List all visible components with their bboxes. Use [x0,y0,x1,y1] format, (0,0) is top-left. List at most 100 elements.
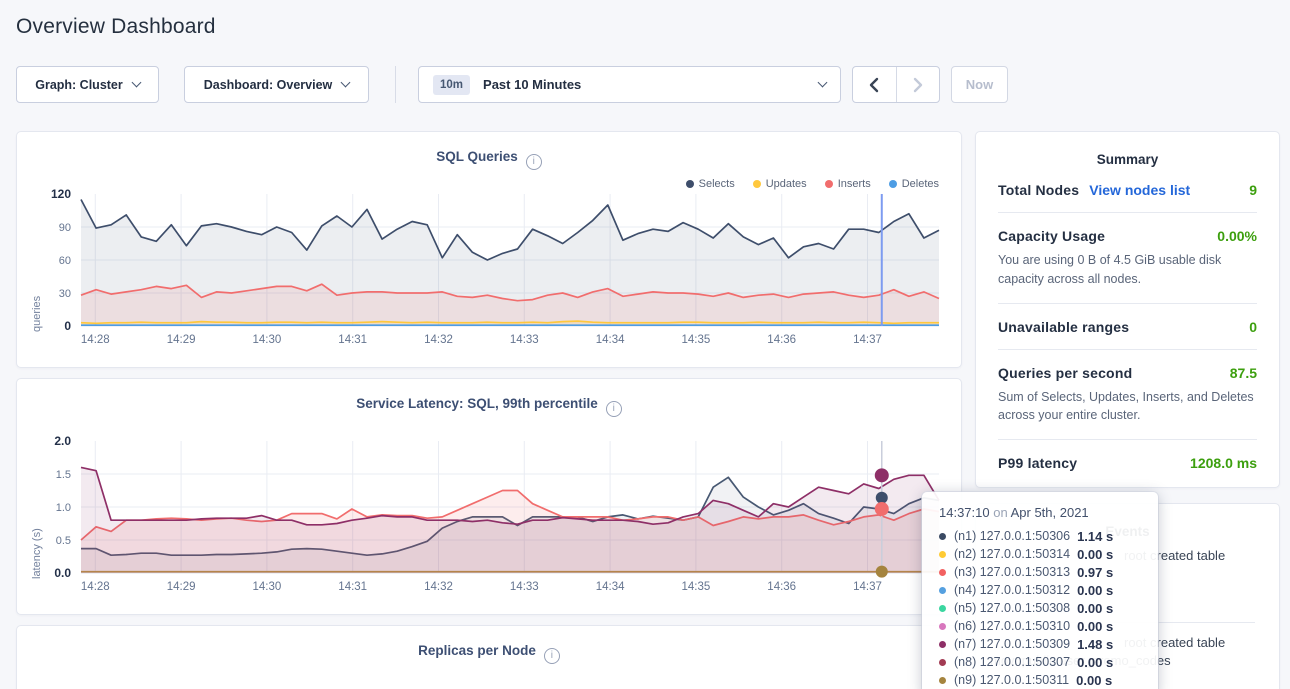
svg-text:0: 0 [64,319,71,333]
legend-label: Inserts [837,178,871,190]
summary-rows: Total Nodes View nodes list 9 Capacity Usag… [998,167,1257,485]
svg-text:30: 30 [59,288,71,300]
summary-label: Queries per second [998,364,1133,381]
legend-label: Selects [698,178,735,190]
chevron-down-icon [131,77,142,88]
tooltip-node-row: (n5) 127.0.0.1:50308 0.00 s [939,599,1158,617]
svg-text:14:37: 14:37 [853,334,882,346]
svg-text:14:37: 14:37 [853,581,882,593]
sql-queries-card: SQL Queries i Selects Updates Inserts Delete… [16,131,962,368]
time-step-buttons [852,66,940,103]
summary-panel: Summary Total Nodes View nodes list 9 Capac… [975,131,1280,488]
svg-text:0.0: 0.0 [54,566,71,580]
summary-row: Total Nodes View nodes list 9 [998,167,1257,213]
node-address: (n1) 127.0.0.1:50306 [954,529,1071,543]
page-title: Overview Dashboard [16,15,216,38]
summary-label: Total Nodes [998,182,1080,198]
svg-text:14:36: 14:36 [767,334,796,346]
svg-text:14:32: 14:32 [424,581,453,593]
time-range-label: Past 10 Minutes [483,77,582,92]
summary-label: P99 latency [998,455,1078,471]
tooltip-node-row: (n2) 127.0.0.1:50314 0.00 s [939,545,1158,563]
svg-text:60: 60 [59,255,71,267]
graph-dropdown[interactable]: Graph: Cluster [16,66,159,103]
charts-column: SQL Queries i Selects Updates Inserts Delete… [16,131,962,689]
now-button[interactable]: Now [951,66,1008,103]
svg-text:14:35: 14:35 [682,581,711,593]
chart-title: Replicas per Node [418,643,536,658]
latency-chart[interactable]: 14:28 14:29 14:30 14:31 14:32 14:33 14:34 14:35… [25,433,947,595]
node-latency-value: 0.00 s [1076,672,1113,688]
node-color-dot [939,532,946,540]
replicas-per-node-card: Replicas per Node i [16,625,962,689]
summary-description: Sum of Selects, Updates, Inserts, and De… [998,389,1254,423]
view-nodes-list-link[interactable]: View nodes list [1089,182,1191,198]
node-address: (n3) 127.0.0.1:50313 [954,565,1071,579]
sql-queries-chart[interactable]: 14:28 14:29 14:30 14:31 14:32 14:33 14:34 14:35… [25,186,947,348]
svg-text:14:30: 14:30 [253,581,282,593]
node-color-dot [939,586,946,594]
svg-text:14:30: 14:30 [253,334,282,346]
legend-dot [685,180,694,188]
legend-item-deletes[interactable]: Deletes [888,178,939,190]
summary-value: 0 [1249,318,1257,335]
svg-text:120: 120 [51,187,71,201]
svg-text:14:29: 14:29 [167,581,196,593]
prev-time-button[interactable] [853,67,897,102]
node-latency-value: 0.00 s [1077,546,1114,562]
node-latency-value: 1.14 s [1077,528,1114,544]
time-range-dropdown[interactable]: 10m Past 10 Minutes [418,66,841,103]
svg-text:14:31: 14:31 [338,581,367,593]
node-latency-value: 0.97 s [1077,564,1114,580]
summary-row: P99 latency 1208.0 ms [998,440,1257,485]
legend-item-inserts[interactable]: Inserts [824,178,871,190]
node-address: (n5) 127.0.0.1:50308 [954,601,1071,615]
tooltip-node-row: (n6) 127.0.0.1:50310 0.00 s [939,617,1158,635]
info-icon[interactable]: i [525,154,542,170]
legend-dot [752,180,761,188]
node-latency-value: 1.48 s [1077,636,1114,652]
node-color-dot [939,550,946,558]
summary-value: 1208.0 ms [1190,455,1257,471]
chart-title: SQL Queries [436,149,518,164]
tooltip-node-row: (n7) 127.0.0.1:50309 1.48 s [939,635,1158,653]
node-address: (n6) 127.0.0.1:50310 [954,619,1071,633]
chart-header: Service Latency: SQL, 99th percentile i [17,379,961,417]
node-color-dot [939,622,946,630]
svg-text:14:33: 14:33 [510,581,539,593]
chevron-down-icon [340,77,351,88]
toolbar-divider [395,66,396,103]
summary-row: Queries per second 87.5 Sum of Selects, Up… [998,350,1257,440]
node-color-dot [939,568,946,576]
legend-item-updates[interactable]: Updates [752,178,807,190]
chevron-down-icon [817,77,828,88]
chart-title: Service Latency: SQL, 99th percentile [356,396,598,411]
time-range-badge: 10m [433,74,471,95]
summary-header: Summary [1096,152,1159,167]
summary-row: Capacity Usage 0.00% You are using 0 B of … [998,213,1257,304]
legend-item-selects[interactable]: Selects [685,178,735,190]
chart-header: Replicas per Node i [17,626,961,664]
legend-dot [888,180,897,188]
summary-value: 0.00% [1217,228,1257,244]
node-address: (n7) 127.0.0.1:50309 [954,637,1071,651]
node-latency-value: 0.00 s [1077,582,1114,598]
node-address: (n4) 127.0.0.1:50312 [954,583,1071,597]
svg-text:14:33: 14:33 [510,334,539,346]
svg-text:14:32: 14:32 [424,334,453,346]
dashboard-dropdown[interactable]: Dashboard: Overview [184,66,369,103]
node-latency-value: 0.00 s [1077,600,1114,616]
svg-text:14:31: 14:31 [338,334,367,346]
graph-dropdown-label: Graph: Cluster [35,77,123,92]
next-time-button[interactable] [897,67,940,102]
summary-value: 9 [1249,182,1257,198]
summary-value: 87.5 [1229,364,1257,381]
summary-label: Capacity Usage [998,228,1106,244]
svg-text:2.0: 2.0 [54,434,71,448]
node-color-dot [939,676,946,684]
info-icon[interactable]: i [605,401,622,417]
info-icon[interactable]: i [543,648,560,664]
chart-hover-tooltip: 14:37:10 on Apr 5th, 2021 (n1) 127.0.0.1… [922,492,1158,689]
tooltip-node-row: (n3) 127.0.0.1:50313 0.97 s [939,563,1158,581]
svg-text:90: 90 [59,222,71,234]
